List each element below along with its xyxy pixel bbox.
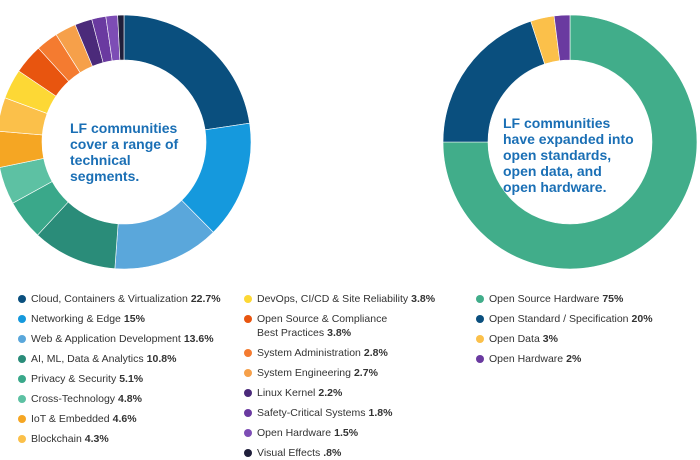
legend-item-right-1: Open Standard / Specification 20% <box>476 312 653 326</box>
legend-item-left-2: Web & Application Development 13.6% <box>18 332 214 346</box>
legend-dot <box>244 369 252 377</box>
legend-dot <box>244 389 252 397</box>
legend-dot <box>18 375 26 383</box>
legend-value: 1.8% <box>368 407 393 419</box>
legend-value: 5.1% <box>119 373 144 385</box>
legend-label: Open Standard / Specification 20% <box>489 313 653 325</box>
legend-value: 3.8% <box>327 327 352 339</box>
legend-value: 22.7% <box>190 293 221 305</box>
legend-value: 13.6% <box>183 333 214 345</box>
legend-label: Visual Effects .8% <box>257 447 342 459</box>
legend-value: 2.2% <box>318 387 343 399</box>
legend-dot <box>18 415 26 423</box>
legend-dot <box>18 295 26 303</box>
legend-value: 1.5% <box>334 427 359 439</box>
legend-value: 3% <box>542 333 558 345</box>
legend-value: 2.7% <box>353 367 378 379</box>
legend-dot <box>244 449 252 457</box>
donut-slice-left-15 <box>117 14 125 61</box>
legend-value: 4.8% <box>118 393 142 405</box>
right-center-text: LF communities have expanded into open s… <box>503 115 634 195</box>
legend-label: Networking & Edge 15% <box>31 313 145 325</box>
legend-label: System Administration 2.8% <box>257 347 388 359</box>
legend-label: DevOps, CI/CD & Site Reliability 3.8% <box>257 293 436 305</box>
legend-item-left-9: Open Source & Compliance Best Practices 3.… <box>244 312 387 340</box>
legend-label: Linux Kernel 2.2% <box>257 387 343 399</box>
donut-chart-open-standards <box>442 14 698 270</box>
legend-label: IoT & Embedded 4.6% <box>31 413 137 425</box>
donut-slice-right-0 <box>442 14 698 270</box>
legend-dot <box>244 315 252 323</box>
legend-item-left-8: DevOps, CI/CD & Site Reliability 3.8% <box>244 292 435 306</box>
legend-item-left-11: System Engineering 2.7% <box>244 366 378 380</box>
legend-item-left-10: System Administration 2.8% <box>244 346 388 360</box>
legend-value: 2.8% <box>363 347 388 359</box>
legend-label: Blockchain 4.3% <box>31 433 109 445</box>
legend-item-right-2: Open Data 3% <box>476 332 558 346</box>
legend-item-left-4: Privacy & Security 5.1% <box>18 372 143 386</box>
legend-value: 4.3% <box>84 433 109 445</box>
legend-value: 15% <box>123 313 145 325</box>
legend-value: 75% <box>602 293 624 305</box>
legend-dot <box>18 355 26 363</box>
legend-label: Open Source & Compliance Best Practices 3.… <box>257 313 388 339</box>
legend-item-left-15: Visual Effects .8% <box>244 446 341 460</box>
legend-label: Cloud, Containers & Virtualization 22.7% <box>31 293 221 305</box>
legend-dot <box>18 435 26 443</box>
legend-label: Open Hardware 2% <box>489 353 582 365</box>
legend-dot <box>476 295 484 303</box>
legend-item-left-13: Safety-Critical Systems 1.8% <box>244 406 392 420</box>
legend-value: 20% <box>631 313 653 325</box>
legend-dot <box>244 429 252 437</box>
legend-item-left-7: Blockchain 4.3% <box>18 432 109 446</box>
legend-dot <box>476 335 484 343</box>
legend-technical-segments: Cloud, Containers & Virtualization 22.7% N… <box>18 292 435 460</box>
legend-label: Cross-Technology 4.8% <box>31 393 142 405</box>
donut-slice-right-3 <box>553 14 571 61</box>
legend-value: 10.8% <box>146 353 177 365</box>
donut-chart-technical-segments <box>0 14 252 270</box>
legend-value: 4.6% <box>112 413 137 425</box>
legend-item-left-6: IoT & Embedded 4.6% <box>18 412 137 426</box>
legend-dot <box>244 349 252 357</box>
legend-label: System Engineering 2.7% <box>257 367 378 379</box>
legend-label: Open Hardware 1.5% <box>257 427 359 439</box>
left-center-text: LF communities cover a range of technica… <box>70 120 179 184</box>
legend-item-left-1: Networking & Edge 15% <box>18 312 145 326</box>
legend-item-left-5: Cross-Technology 4.8% <box>18 392 142 406</box>
legend-value: .8% <box>323 447 342 459</box>
legend-dot <box>244 409 252 417</box>
legend-item-left-3: AI, ML, Data & Analytics 10.8% <box>18 352 176 366</box>
legend-value: 2% <box>566 353 582 365</box>
legend-dot <box>476 315 484 323</box>
legend-dot <box>244 295 252 303</box>
legend-item-left-12: Linux Kernel 2.2% <box>244 386 342 400</box>
legend-label: Privacy & Security 5.1% <box>31 373 144 385</box>
legend-dot <box>18 395 26 403</box>
legend-label: AI, ML, Data & Analytics 10.8% <box>31 353 177 365</box>
legend-item-left-0: Cloud, Containers & Virtualization 22.7% <box>18 292 221 306</box>
legend-item-left-14: Open Hardware 1.5% <box>244 426 358 440</box>
legend-label: Safety-Critical Systems 1.8% <box>257 407 393 419</box>
legend-value: 3.8% <box>411 293 436 305</box>
legend-item-right-3: Open Hardware 2% <box>476 352 581 366</box>
legend-label: Web & Application Development 13.6% <box>31 333 214 345</box>
legend-label: Open Source Hardware 75% <box>489 293 624 305</box>
legend-dot <box>18 315 26 323</box>
legend-dot <box>476 355 484 363</box>
legend-label: Open Data 3% <box>489 333 558 345</box>
legend-dot <box>18 335 26 343</box>
legend-item-right-0: Open Source Hardware 75% <box>476 292 623 306</box>
